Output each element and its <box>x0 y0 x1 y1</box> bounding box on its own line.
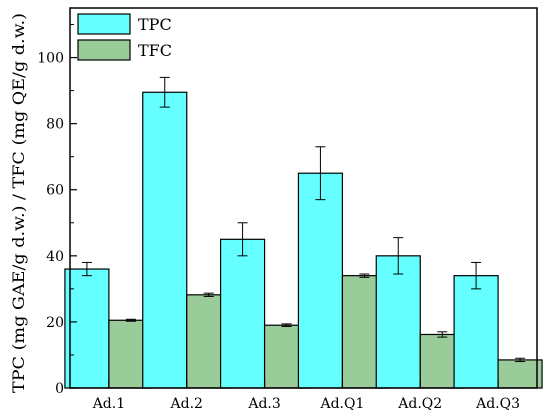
legend-swatch-tfc <box>77 39 131 61</box>
bar-tpc-ad1 <box>64 268 110 389</box>
y-tick-label: 80 <box>46 117 64 133</box>
bar-tfc-adq3 <box>497 359 543 389</box>
x-tick-label: Ad.Q3 <box>475 396 520 412</box>
chart-axes: 0 20 40 60 80 100 Ad.1 Ad.2 Ad.3 Ad.Q1 Ad.Q2 Ad.Q3 <box>37 7 538 412</box>
y-tick-label: 60 <box>46 183 64 199</box>
bar-tpc-adq2 <box>375 255 421 389</box>
legend-label-tpc: TPC <box>138 15 172 34</box>
y-tick-label: 100 <box>37 51 64 67</box>
bar-tpc-ad2 <box>142 91 188 389</box>
bar-tpc-adq3 <box>453 275 499 389</box>
x-tick-label: Ad.1 <box>92 396 125 412</box>
y-tick-label: 20 <box>46 315 64 331</box>
bar-tpc-ad3 <box>219 238 266 389</box>
legend: TPC TFC <box>77 13 172 61</box>
y-tick-label: 0 <box>55 381 64 397</box>
y-tick-label: 40 <box>46 249 64 265</box>
x-tick-label: Ad.3 <box>247 396 280 412</box>
legend-swatch-tpc <box>77 13 131 35</box>
chart-marks <box>64 76 543 389</box>
plot-frame <box>69 7 538 389</box>
x-tick-label: Ad.Q2 <box>397 396 442 412</box>
legend-label-tfc: TFC <box>138 41 172 60</box>
x-tick-label: Ad.Q1 <box>319 396 364 412</box>
bar-tpc-adq1 <box>297 172 344 389</box>
x-tick-label: Ad.2 <box>170 396 203 412</box>
y-axis-label: TPC (mg GAE/g d.w.) / TFC (mg QE/g d.w.) <box>9 13 28 393</box>
